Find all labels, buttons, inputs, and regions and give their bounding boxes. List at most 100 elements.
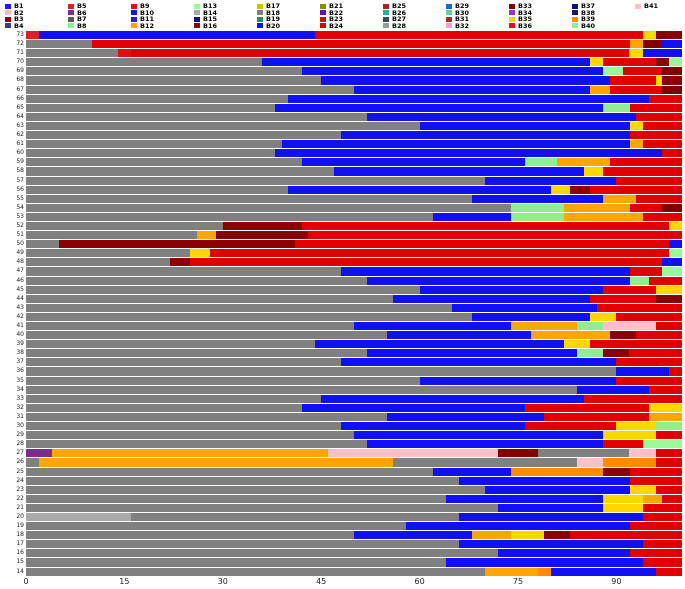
legend-label: B3 bbox=[14, 15, 24, 23]
bar-row: 52 bbox=[0, 221, 682, 231]
stacked-bar bbox=[26, 158, 682, 167]
bar-segment bbox=[26, 567, 486, 576]
bar-segment bbox=[655, 485, 682, 494]
bar-segment bbox=[262, 58, 591, 67]
stacked-bar bbox=[26, 331, 682, 340]
stacked-bar bbox=[26, 167, 682, 176]
bar-segment bbox=[26, 140, 282, 149]
bar-segment bbox=[511, 203, 564, 212]
bar-segment bbox=[570, 185, 591, 194]
stacked-bar bbox=[26, 149, 682, 158]
legend-swatch bbox=[383, 3, 389, 9]
bar-segment bbox=[26, 203, 512, 212]
legend-swatch bbox=[257, 16, 263, 22]
y-axis-label: 49 bbox=[16, 249, 24, 257]
y-axis-label: 64 bbox=[16, 112, 24, 120]
stacked-bar bbox=[26, 67, 682, 76]
legend-label: B15 bbox=[203, 15, 217, 23]
bar-row: 30 bbox=[0, 422, 682, 431]
legend-label: B27 bbox=[392, 15, 406, 23]
bar-segment bbox=[577, 385, 650, 394]
bar-segment bbox=[629, 549, 682, 558]
stacked-bar bbox=[26, 112, 682, 121]
y-axis-label: 41 bbox=[16, 322, 24, 329]
legend-label: B40 bbox=[581, 21, 595, 30]
bar-row: 34 bbox=[0, 385, 682, 394]
bar-segment bbox=[655, 31, 682, 40]
stacked-bar-chart: 73 72 71 70 69 68 67 66 65 64 63 62 61 60 59 58 57 56 55 54… bbox=[0, 31, 685, 589]
bar-segment bbox=[26, 49, 118, 58]
legend-label: B6 bbox=[77, 8, 87, 17]
bar-segment bbox=[636, 112, 682, 121]
bar-segment bbox=[662, 40, 682, 49]
stacked-bar bbox=[26, 249, 682, 258]
bar-row: 45 bbox=[0, 285, 682, 294]
bar-row: 61 bbox=[0, 140, 682, 149]
legend-label: B35 bbox=[518, 15, 532, 23]
stacked-bar bbox=[26, 131, 682, 140]
bar-segment bbox=[655, 458, 682, 467]
bar-segment bbox=[603, 458, 656, 467]
bar-row: 19 bbox=[0, 522, 682, 531]
legend-label: B36 bbox=[518, 21, 532, 30]
bar-segment bbox=[445, 558, 643, 567]
stacked-bar bbox=[26, 376, 682, 385]
y-axis-label: 21 bbox=[16, 503, 24, 511]
bar-segment bbox=[26, 103, 276, 112]
bar-row: 54 bbox=[0, 203, 682, 212]
bar-row: 53 bbox=[0, 212, 682, 221]
bar-row: 43 bbox=[0, 303, 682, 312]
bar-segment bbox=[642, 212, 682, 221]
legend-label: B7 bbox=[77, 15, 87, 23]
y-axis-label: 38 bbox=[16, 349, 24, 357]
bar-segment bbox=[524, 403, 650, 412]
bar-segment bbox=[26, 131, 341, 140]
x-axis-tick-label: 45 bbox=[316, 577, 327, 586]
y-axis-label: 72 bbox=[16, 40, 24, 48]
y-axis-label: 37 bbox=[16, 358, 24, 366]
bar-segment bbox=[557, 158, 610, 167]
bar-segment bbox=[563, 203, 630, 212]
bar-segment bbox=[354, 85, 591, 94]
bar-segment bbox=[642, 540, 682, 549]
bar-segment bbox=[196, 231, 217, 240]
stacked-bar bbox=[26, 558, 682, 567]
y-axis-label: 66 bbox=[16, 94, 24, 102]
bar-row: 58 bbox=[0, 167, 682, 176]
bar-segment bbox=[26, 176, 486, 185]
legend-item: B17 bbox=[257, 3, 320, 10]
bar-row: 67 bbox=[0, 85, 682, 94]
legend-label: B18 bbox=[266, 8, 280, 17]
bar-segment bbox=[26, 31, 40, 40]
stacked-bar bbox=[26, 231, 682, 240]
bar-segment bbox=[668, 58, 682, 67]
bar-segment bbox=[294, 240, 669, 249]
bar-row: 36 bbox=[0, 367, 682, 376]
y-axis-label: 32 bbox=[16, 403, 24, 411]
y-axis-label: 62 bbox=[16, 131, 24, 139]
legend-item: B28 bbox=[383, 22, 446, 30]
bar-segment bbox=[655, 431, 682, 440]
bar-segment bbox=[583, 167, 604, 176]
y-axis-label: 70 bbox=[16, 58, 24, 66]
bar-segment bbox=[577, 322, 604, 331]
legend-swatch bbox=[572, 23, 578, 29]
stacked-bar bbox=[26, 221, 682, 231]
bar-row: 22 bbox=[0, 494, 682, 503]
y-axis-label: 26 bbox=[16, 458, 24, 466]
bar-segment bbox=[622, 67, 663, 76]
stacked-bar bbox=[26, 76, 682, 85]
stacked-bar bbox=[26, 358, 682, 367]
bar-segment bbox=[340, 422, 525, 431]
legend-swatch bbox=[131, 23, 137, 29]
bar-segment bbox=[26, 303, 453, 312]
bar-row: 24 bbox=[0, 476, 682, 485]
legend-swatch bbox=[446, 16, 452, 22]
bar-segment bbox=[340, 131, 630, 140]
legend-swatch bbox=[446, 10, 452, 16]
bar-segment bbox=[655, 58, 669, 67]
stacked-bar bbox=[26, 285, 682, 294]
bar-segment bbox=[301, 403, 525, 412]
x-axis-tick-label: 90 bbox=[611, 577, 622, 586]
bar-segment bbox=[445, 494, 604, 503]
